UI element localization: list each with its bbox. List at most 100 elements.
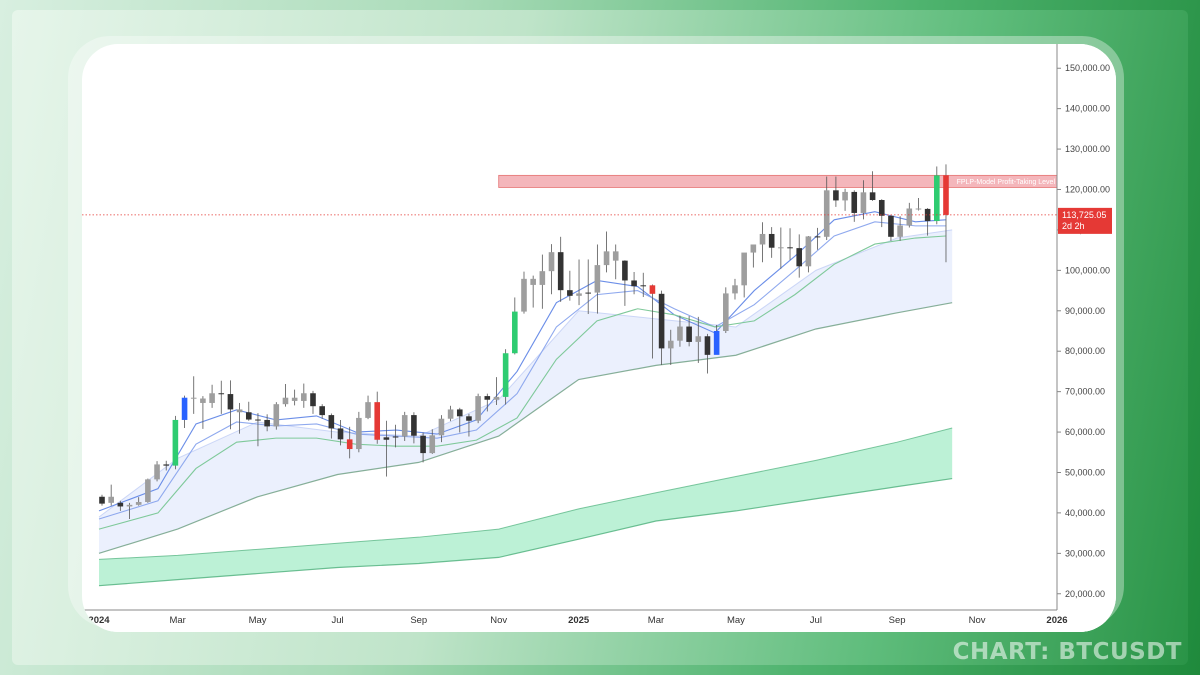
candle[interactable] bbox=[108, 484, 114, 506]
candle[interactable] bbox=[392, 424, 399, 448]
candle[interactable] bbox=[557, 236, 564, 302]
candle[interactable] bbox=[851, 190, 858, 222]
candle[interactable] bbox=[282, 383, 289, 407]
candle-body bbox=[658, 293, 665, 349]
candle[interactable] bbox=[154, 461, 160, 482]
candle[interactable] bbox=[897, 216, 903, 241]
candle[interactable] bbox=[218, 380, 225, 414]
candle[interactable] bbox=[585, 259, 592, 315]
candle[interactable] bbox=[576, 259, 582, 306]
candle[interactable] bbox=[310, 390, 316, 414]
candle[interactable] bbox=[209, 384, 215, 408]
candle[interactable] bbox=[741, 252, 747, 298]
candle[interactable] bbox=[759, 222, 766, 263]
candle[interactable] bbox=[135, 497, 142, 506]
candle[interactable] bbox=[713, 324, 720, 355]
candle[interactable] bbox=[750, 244, 757, 268]
candle[interactable] bbox=[328, 413, 335, 439]
candle[interactable] bbox=[603, 231, 610, 273]
candle[interactable] bbox=[356, 411, 362, 453]
candle[interactable] bbox=[842, 188, 848, 211]
candle[interactable] bbox=[888, 215, 894, 241]
candle[interactable] bbox=[484, 393, 491, 412]
candle[interactable] bbox=[539, 254, 546, 309]
candle[interactable] bbox=[346, 426, 353, 459]
candle[interactable] bbox=[236, 402, 243, 434]
candle[interactable] bbox=[273, 402, 280, 430]
candle[interactable] bbox=[264, 414, 270, 432]
candle[interactable] bbox=[466, 413, 472, 437]
candle[interactable] bbox=[447, 405, 454, 422]
candle[interactable] bbox=[530, 275, 536, 308]
candle[interactable] bbox=[502, 349, 509, 405]
candle-body bbox=[732, 285, 738, 294]
candle[interactable] bbox=[686, 316, 692, 347]
y-tick-label: 60,000.00 bbox=[1065, 427, 1105, 437]
candle[interactable] bbox=[667, 329, 674, 365]
candle[interactable] bbox=[787, 228, 793, 260]
candle[interactable] bbox=[622, 260, 628, 306]
candle[interactable] bbox=[145, 478, 151, 503]
candle[interactable] bbox=[677, 315, 683, 347]
candle[interactable] bbox=[172, 415, 179, 470]
candle[interactable] bbox=[833, 176, 839, 207]
candle[interactable] bbox=[521, 271, 527, 314]
candle[interactable] bbox=[594, 244, 601, 314]
candle[interactable] bbox=[383, 420, 390, 477]
candle[interactable] bbox=[126, 502, 133, 519]
candle[interactable] bbox=[658, 290, 665, 365]
candle[interactable] bbox=[732, 278, 738, 300]
candle[interactable] bbox=[649, 284, 656, 359]
candle[interactable] bbox=[301, 383, 307, 408]
candle[interactable] bbox=[704, 333, 711, 374]
candle[interactable] bbox=[778, 227, 784, 269]
candle[interactable] bbox=[374, 391, 381, 444]
candle-body bbox=[512, 311, 518, 354]
candle[interactable] bbox=[429, 429, 436, 454]
candle-body bbox=[245, 412, 252, 420]
candle[interactable] bbox=[227, 380, 234, 430]
candle[interactable] bbox=[924, 208, 931, 236]
candle[interactable] bbox=[915, 197, 922, 211]
candle[interactable] bbox=[117, 500, 124, 511]
candle[interactable] bbox=[411, 412, 417, 444]
candle[interactable] bbox=[640, 272, 647, 298]
candle[interactable] bbox=[631, 271, 637, 295]
candle[interactable] bbox=[163, 460, 170, 471]
candle[interactable] bbox=[475, 393, 481, 424]
candle[interactable] bbox=[512, 297, 518, 355]
candle[interactable] bbox=[493, 377, 500, 405]
candle[interactable] bbox=[319, 404, 325, 419]
candle[interactable] bbox=[456, 407, 463, 433]
candle[interactable] bbox=[291, 389, 298, 406]
candle[interactable] bbox=[365, 395, 371, 420]
candle[interactable] bbox=[99, 494, 105, 506]
candle[interactable] bbox=[823, 176, 830, 241]
candlestick-chart[interactable]: FPLP-Model Profit-Taking Level 20,000.00… bbox=[82, 44, 1116, 632]
candle[interactable] bbox=[200, 396, 206, 429]
candle[interactable] bbox=[860, 180, 867, 220]
candle[interactable] bbox=[548, 244, 555, 295]
candle[interactable] bbox=[796, 234, 803, 278]
candle[interactable] bbox=[190, 376, 197, 414]
candle-body bbox=[401, 415, 408, 437]
candle[interactable] bbox=[878, 199, 885, 228]
candle[interactable] bbox=[181, 395, 188, 429]
candle[interactable] bbox=[255, 413, 261, 447]
candle[interactable] bbox=[337, 419, 344, 446]
candle[interactable] bbox=[612, 244, 619, 280]
candle[interactable] bbox=[245, 401, 252, 421]
candle[interactable] bbox=[695, 316, 702, 363]
candle[interactable] bbox=[438, 415, 445, 443]
x-tick-label: 2025 bbox=[568, 615, 590, 626]
candle[interactable] bbox=[567, 270, 573, 301]
candle[interactable] bbox=[420, 432, 426, 463]
candle[interactable] bbox=[723, 287, 729, 334]
candle[interactable] bbox=[805, 235, 812, 273]
candle[interactable] bbox=[943, 164, 949, 263]
candle[interactable] bbox=[768, 227, 775, 258]
candle[interactable] bbox=[869, 171, 876, 201]
candle-body bbox=[374, 402, 381, 440]
candle[interactable] bbox=[814, 227, 821, 250]
candle[interactable] bbox=[401, 411, 408, 441]
